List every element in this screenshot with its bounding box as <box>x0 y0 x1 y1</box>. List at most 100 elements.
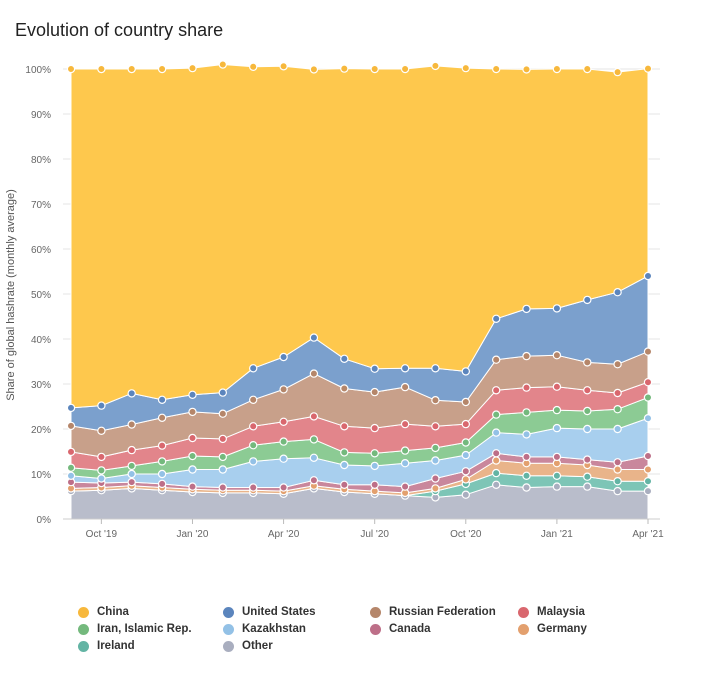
point-kazakhstan[interactable] <box>431 456 440 465</box>
legend-item-china[interactable]: China <box>78 606 129 618</box>
point-other[interactable] <box>613 486 622 496</box>
point-canada[interactable] <box>218 483 227 492</box>
point-kazakhstan[interactable] <box>552 423 562 433</box>
point-kazakhstan[interactable] <box>248 457 258 466</box>
point-malaysia[interactable] <box>613 388 622 398</box>
point-iran-islamic-rep[interactable] <box>492 410 501 419</box>
point-canada[interactable] <box>552 452 562 462</box>
point-iran-islamic-rep[interactable] <box>431 443 440 453</box>
point-russian-federation[interactable] <box>248 395 258 404</box>
point-russian-federation[interactable] <box>279 385 288 394</box>
point-iran-islamic-rep[interactable] <box>340 448 349 457</box>
point-russian-federation[interactable] <box>127 420 136 429</box>
point-canada[interactable] <box>522 452 531 462</box>
point-canada[interactable] <box>400 482 410 491</box>
point-united-states[interactable] <box>492 314 501 323</box>
point-china[interactable] <box>461 63 470 73</box>
point-malaysia[interactable] <box>188 433 197 443</box>
point-canada[interactable] <box>309 476 319 485</box>
point-malaysia[interactable] <box>157 441 167 450</box>
point-iran-islamic-rep[interactable] <box>248 441 258 450</box>
point-russian-federation[interactable] <box>340 384 349 393</box>
point-kazakhstan[interactable] <box>370 461 379 471</box>
point-united-states[interactable] <box>400 364 410 373</box>
point-united-states[interactable] <box>643 271 653 281</box>
point-malaysia[interactable] <box>522 383 531 392</box>
point-russian-federation[interactable] <box>552 351 562 360</box>
legend-item-kazakhstan[interactable]: Kazakhstan <box>223 623 306 635</box>
point-canada[interactable] <box>583 455 592 464</box>
point-malaysia[interactable] <box>279 417 288 426</box>
point-ireland[interactable] <box>583 472 592 481</box>
point-united-states[interactable] <box>157 395 167 404</box>
point-germany[interactable] <box>643 465 653 474</box>
point-united-states[interactable] <box>66 403 76 413</box>
point-ireland[interactable] <box>643 477 653 486</box>
point-malaysia[interactable] <box>370 423 379 433</box>
point-iran-islamic-rep[interactable] <box>461 438 470 447</box>
point-russian-federation[interactable] <box>66 421 76 431</box>
point-canada[interactable] <box>248 483 258 492</box>
point-russian-federation[interactable] <box>97 426 106 435</box>
point-russian-federation[interactable] <box>370 387 379 397</box>
point-germany[interactable] <box>492 456 501 465</box>
point-china[interactable] <box>522 65 531 74</box>
point-kazakhstan[interactable] <box>340 460 349 470</box>
point-russian-federation[interactable] <box>492 355 501 364</box>
point-canada[interactable] <box>370 480 379 489</box>
point-germany[interactable] <box>613 465 622 474</box>
point-united-states[interactable] <box>522 304 531 314</box>
point-other[interactable] <box>643 486 653 496</box>
point-other[interactable] <box>492 480 501 489</box>
point-russian-federation[interactable] <box>431 396 440 405</box>
point-kazakhstan[interactable] <box>279 454 288 463</box>
point-china[interactable] <box>431 61 440 71</box>
point-malaysia[interactable] <box>461 419 470 429</box>
point-canada[interactable] <box>340 480 349 489</box>
point-united-states[interactable] <box>431 364 440 373</box>
point-malaysia[interactable] <box>643 378 653 387</box>
point-iran-islamic-rep[interactable] <box>643 393 653 402</box>
point-kazakhstan[interactable] <box>643 414 653 423</box>
point-united-states[interactable] <box>188 390 197 399</box>
point-iran-islamic-rep[interactable] <box>218 452 227 462</box>
point-united-states[interactable] <box>97 401 106 410</box>
point-malaysia[interactable] <box>431 422 440 431</box>
point-kazakhstan[interactable] <box>461 450 470 460</box>
point-canada[interactable] <box>127 477 136 487</box>
point-china[interactable] <box>248 62 258 72</box>
point-kazakhstan[interactable] <box>309 453 319 462</box>
legend-item-iran-islamic-rep[interactable]: Iran, Islamic Rep. <box>78 623 192 635</box>
point-china[interactable] <box>370 64 379 74</box>
point-malaysia[interactable] <box>66 447 76 457</box>
point-russian-federation[interactable] <box>218 409 227 418</box>
point-china[interactable] <box>643 64 653 73</box>
point-germany[interactable] <box>461 475 470 484</box>
point-united-states[interactable] <box>370 364 379 373</box>
point-canada[interactable] <box>643 451 653 461</box>
point-malaysia[interactable] <box>400 419 410 429</box>
point-china[interactable] <box>492 64 501 74</box>
point-iran-islamic-rep[interactable] <box>522 408 531 417</box>
point-china[interactable] <box>66 64 76 74</box>
point-united-states[interactable] <box>218 388 227 397</box>
point-russian-federation[interactable] <box>157 413 167 422</box>
point-kazakhstan[interactable] <box>492 428 501 437</box>
point-iran-islamic-rep[interactable] <box>97 466 106 475</box>
point-malaysia[interactable] <box>340 422 349 431</box>
legend-item-germany[interactable]: Germany <box>518 623 587 635</box>
point-china[interactable] <box>309 65 319 74</box>
point-russian-federation[interactable] <box>461 397 470 407</box>
point-germany[interactable] <box>431 484 440 493</box>
point-iran-islamic-rep[interactable] <box>157 457 167 466</box>
point-united-states[interactable] <box>461 367 470 376</box>
legend-item-ireland[interactable]: Ireland <box>78 640 135 652</box>
point-kazakhstan[interactable] <box>66 471 76 480</box>
point-canada[interactable] <box>613 458 622 467</box>
point-china[interactable] <box>97 64 106 74</box>
point-ireland[interactable] <box>552 471 562 480</box>
point-china[interactable] <box>188 63 197 73</box>
point-malaysia[interactable] <box>218 434 227 444</box>
point-canada[interactable] <box>431 474 440 483</box>
point-other[interactable] <box>522 483 531 492</box>
